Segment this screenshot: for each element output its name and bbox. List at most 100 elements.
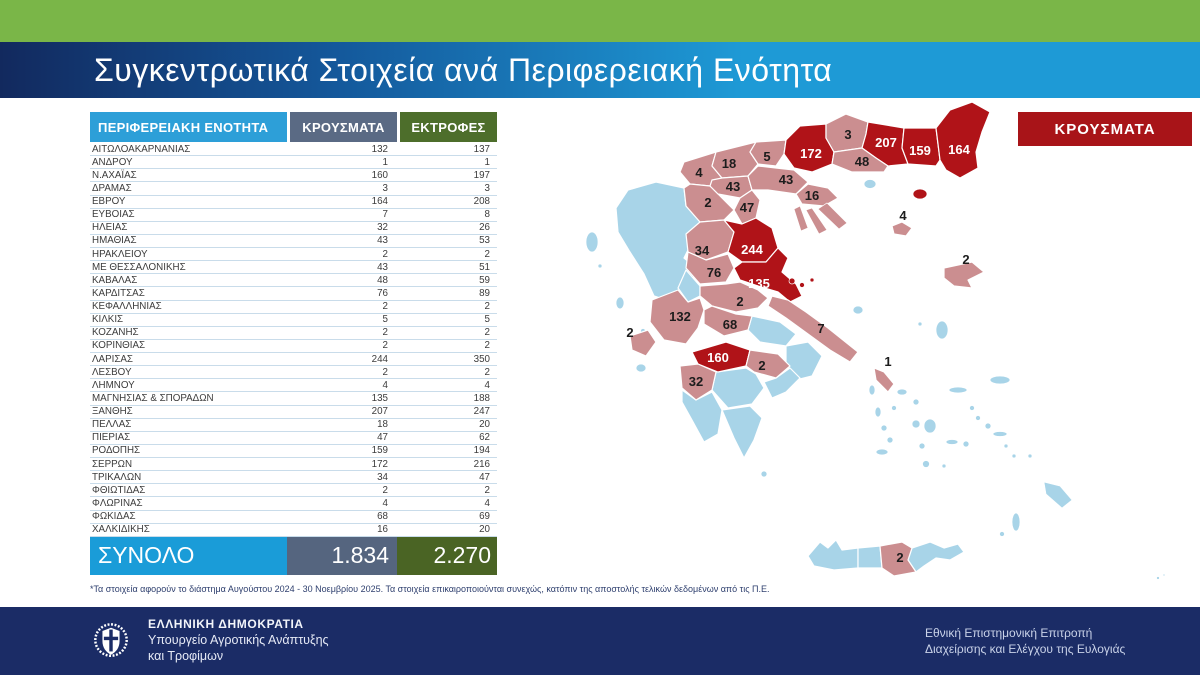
table-row: ΛΕΣΒΟΥ 2 2 (90, 366, 497, 380)
map-zero-case-regions (585, 179, 1166, 580)
map-region-chania (807, 539, 859, 571)
greek-republic-emblem (94, 623, 128, 657)
table-row: ΚΟΖΑΝΗΣ 2 2 (90, 327, 497, 340)
farms-value-cell: 20 (479, 419, 490, 431)
region-name-cell: ΗΛΕΙΑΣ (92, 222, 128, 234)
map-value-irakleiou: 2 (896, 550, 903, 565)
map-value-imathias: 43 (726, 179, 740, 194)
map-region-fthiotidas (699, 281, 769, 313)
map-value-achaias: 160 (707, 350, 729, 365)
map-region-fokidas (703, 305, 753, 337)
cases-value-cell: 160 (371, 169, 388, 181)
cases-value-cell: 2 (382, 301, 388, 313)
map-island-skyros (852, 305, 864, 315)
total-farms-value: 2.270 (397, 536, 497, 575)
map-value-chalkidikis: 16 (805, 188, 819, 203)
table-row: ΚΙΛΚΙΣ 5 5 (90, 314, 497, 327)
farms-value-cell: 350 (473, 353, 490, 365)
region-name-cell: ΦΩΚΙΔΑΣ (92, 511, 136, 523)
farms-value-cell: 3 (484, 182, 490, 194)
farms-value-cell: 2 (484, 484, 490, 496)
table-row: ΦΘΙΩΤΙΔΑΣ 2 2 (90, 484, 497, 498)
cases-value-cell: 2 (382, 327, 388, 339)
map-value-karditsas: 76 (707, 265, 721, 280)
farms-value-cell: 4 (484, 497, 490, 509)
cases-value-cell: 135 (371, 392, 388, 404)
table-row: ΑΙΤΩΛΟΑΚΑΡΝΑΝΙΑΣ 132 137 (90, 143, 497, 157)
map-region-chalkidikis (795, 183, 839, 207)
farms-value-cell: 59 (479, 274, 490, 286)
table-row: ΚΑΡΔΙΤΣΑΣ 76 89 (90, 287, 497, 301)
farms-value-cell: 2 (484, 301, 490, 313)
map-value-aitoloakarnanias: 132 (669, 309, 691, 324)
region-name-cell: ΧΑΛΚΙΔΙΚΗΣ (92, 524, 150, 536)
region-name-cell: ΣΕΡΡΩΝ (92, 458, 133, 470)
map-region-evoias (767, 295, 859, 363)
map-island-kos (992, 431, 1008, 437)
table-row: ΗΛΕΙΑΣ 32 26 (90, 222, 497, 235)
map-value-thessalonikis: 43 (779, 172, 793, 187)
map-value-rodopis: 159 (909, 143, 931, 158)
farms-value-cell: 5 (484, 314, 490, 326)
map-value-trikalon: 34 (695, 243, 710, 258)
farms-value-cell: 1 (484, 156, 490, 168)
total-label: ΣΥΝΟΛΟ (90, 536, 287, 575)
table-row: ΦΩΚΙΔΑΣ 68 69 (90, 511, 497, 524)
table-header-row: ΠΕΡΙΦΕΡΕΙΑΚΗ ΕΝΟΤΗΤΑ ΚΡΟΥΣΜΑΤΑ ΕΚΤΡΟΦΕΣ (90, 112, 497, 142)
table-row: ΕΒΡΟΥ 164 208 (90, 196, 497, 209)
farms-value-cell: 69 (479, 511, 490, 523)
cases-value-cell: 43 (377, 235, 388, 247)
map-island-naxos (923, 418, 937, 434)
farms-value-cell: 216 (473, 458, 490, 470)
total-cases-value: 1.834 (287, 536, 397, 575)
table-row: ΛΗΜΝΟΥ 4 4 (90, 379, 497, 393)
region-name-cell: ΗΜΑΘΙΑΣ (92, 235, 137, 247)
map-region-evrou (935, 101, 991, 179)
table-row: ΚΕΦΑΛΛΗΝΙΑΣ 2 2 (90, 301, 497, 314)
map-region-arcadia (711, 367, 765, 409)
region-name-cell: ΚΙΛΚΙΣ (92, 314, 124, 326)
committee-label-line2: Διαχείρισης και Ελέγχου της Ευλογιάς (925, 642, 1126, 656)
map-value-evrou: 164 (948, 142, 970, 157)
cases-value-cell: 5 (382, 314, 388, 326)
farms-value-cell: 20 (479, 524, 490, 536)
farms-value-cell: 51 (479, 261, 490, 273)
map-value-evoias: 7 (817, 321, 824, 336)
top-green-band (0, 0, 1200, 42)
farms-value-cell: 188 (473, 392, 490, 404)
ministry-label-line2: και Τροφίμων (148, 649, 224, 663)
region-name-cell: ΚΑΒΑΛΑΣ (92, 274, 138, 286)
farms-value-cell: 53 (479, 235, 490, 247)
map-region-kavalas (831, 147, 889, 173)
region-name-cell: ΑΙΤΩΛΟΑΚΑΡΝΑΝΙΑΣ (92, 143, 191, 155)
table-row: ΣΕΡΡΩΝ 172 216 (90, 458, 497, 472)
cases-value-cell: 164 (371, 196, 388, 208)
table-row: ΗΜΑΘΙΑΣ 43 53 (90, 235, 497, 248)
map-region-ileias (679, 363, 717, 401)
map-value-kozanis: 2 (704, 195, 711, 210)
committee-label-line1: Εθνική Επιστημονική Επιτροπή (925, 626, 1093, 640)
map-value-lesvou: 2 (962, 252, 969, 267)
region-name-cell: ΞΑΝΘΗΣ (92, 406, 133, 418)
map-region-kefallinias (629, 329, 657, 357)
map-legend-cases: ΚΡΟΥΣΜΑΤΑ (1018, 112, 1192, 146)
farms-value-cell: 197 (473, 169, 490, 181)
map-island-chios (935, 320, 949, 340)
cases-value-cell: 159 (371, 445, 388, 457)
footnote: *Τα στοιχεία αφορούν το διάστημα Αυγούστ… (90, 584, 770, 594)
farms-value-cell: 89 (479, 287, 490, 299)
table-row: ΛΑΡΙΣΑΣ 244 350 (90, 353, 497, 367)
table-body: ΑΙΤΩΛΟΑΚΑΡΝΑΝΙΑΣ 132 137 ΑΝΔΡΟΥ 1 1 Ν.ΑΧ… (90, 143, 497, 537)
cases-value-cell: 207 (371, 406, 388, 418)
map-value-pellas: 18 (722, 156, 736, 171)
map-value-kefallinias: 2 (626, 325, 633, 340)
footer: ΕΛΛΗΝΙΚΗ ΔΗΜΟΚΡΑΤΙΑ Υπουργείο Αγροτικής … (0, 607, 1200, 675)
greece-choropleth-map: 4 18 5 172 3 207 48 159 164 2 43 43 47 1… (585, 101, 1166, 580)
table-row: ΚΑΒΑΛΑΣ 48 59 (90, 274, 497, 288)
map-value-limnou: 4 (899, 208, 907, 223)
region-name-cell: ΦΘΙΩΤΙΔΑΣ (92, 484, 146, 496)
region-name-cell: ΚΟΖΑΝΗΣ (92, 327, 139, 339)
footer-ministry-block: ΕΛΛΗΝΙΚΗ ΔΗΜΟΚΡΑΤΙΑ Υπουργείο Αγροτικής … (148, 617, 329, 663)
cases-value-cell: 48 (377, 274, 388, 286)
